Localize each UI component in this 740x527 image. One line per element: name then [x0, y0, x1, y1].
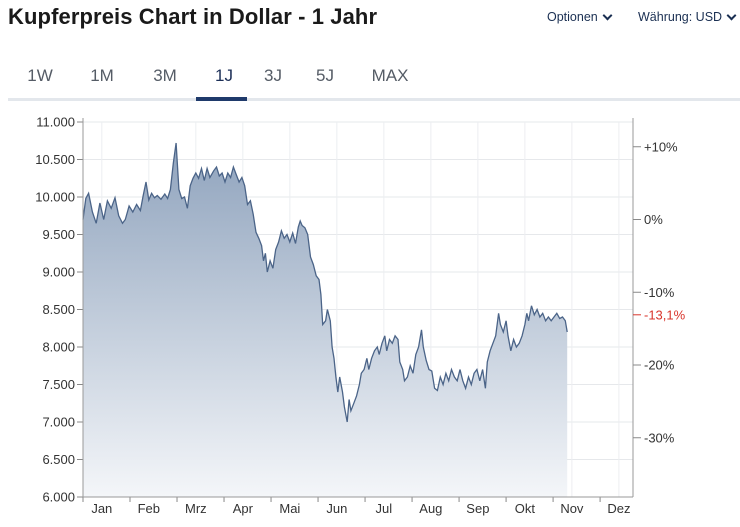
x-tick-label: Feb — [138, 501, 160, 516]
tab-3m[interactable]: 3M — [153, 66, 177, 85]
tab-1j[interactable]: 1J — [215, 66, 233, 85]
currency-dropdown[interactable]: Währung: USD — [638, 10, 737, 24]
y-tick-label: 6.000 — [42, 490, 75, 505]
x-tick-label: Mai — [279, 501, 300, 516]
x-tick-label: Nov — [560, 501, 584, 516]
right-tick-label: -10% — [644, 285, 675, 300]
x-axis-labels: Jan Feb Mrz Apr Mai Jun Jul Aug Sep Okt Nov Dez — [91, 501, 630, 516]
tab-1w[interactable]: 1W — [27, 66, 53, 85]
tab-1m[interactable]: 1M — [90, 66, 114, 85]
y-tick-label: 8.000 — [42, 340, 75, 355]
x-tick-label: Okt — [515, 501, 536, 516]
right-tick-label: -20% — [644, 358, 675, 373]
y-tick-label: 7.000 — [42, 415, 75, 430]
chevron-down-icon — [726, 10, 737, 20]
x-tick-label: Dez — [607, 501, 630, 516]
y-tick-label: 11.000 — [36, 115, 75, 130]
options-dropdown[interactable]: Optionen — [547, 10, 613, 24]
right-tick-label: -30% — [644, 430, 675, 445]
options-label: Optionen — [547, 10, 598, 24]
axes — [77, 118, 641, 502]
x-tick-label: Aug — [419, 501, 442, 516]
active-tab-indicator — [196, 97, 247, 101]
currency-label: Währung: USD — [638, 10, 723, 24]
tab-3j[interactable]: 3J — [264, 66, 282, 85]
y-tick-label: 7.500 — [42, 377, 75, 392]
right-tick-label: +10% — [644, 139, 678, 154]
chevron-down-icon — [602, 10, 613, 20]
right-tick-label: 0% — [644, 212, 663, 227]
copper-price-chart: 11.000 10.500 10.000 9.500 9.000 8.500 8.000 7.… — [35, 115, 686, 517]
timeframe-tabs: 1W 1M 3M 1J 3J 5J MAX — [8, 62, 740, 100]
y-tick-label: 6.500 — [42, 452, 75, 467]
tab-max[interactable]: MAX — [371, 66, 409, 85]
y-tick-label: 10.000 — [35, 190, 75, 205]
price-line — [82, 142, 568, 423]
y-tick-label: 10.500 — [35, 152, 75, 167]
y-axis-labels: 11.000 10.500 10.000 9.500 9.000 8.500 8.000 7.… — [35, 115, 75, 505]
current-change-label: -13,1% — [644, 307, 686, 322]
x-tick-label: Sep — [466, 501, 489, 516]
tab-bar-divider — [8, 98, 740, 101]
x-tick-label: Jan — [91, 501, 112, 516]
price-area — [83, 143, 568, 497]
y-tick-label: 9.000 — [42, 265, 75, 280]
x-tick-label: Apr — [233, 501, 254, 516]
x-tick-label: Jun — [326, 501, 347, 516]
page-title: Kupferpreis Chart in Dollar - 1 Jahr — [8, 4, 378, 29]
tab-5j[interactable]: 5J — [316, 66, 334, 85]
y-tick-label: 8.500 — [42, 302, 75, 317]
x-tick-label: Jul — [376, 501, 393, 516]
x-tick-label: Mrz — [185, 501, 207, 516]
y-tick-label: 9.500 — [42, 227, 75, 242]
right-axis-labels: +10% 0% -10% -20% -30% -13,1% — [644, 139, 686, 445]
